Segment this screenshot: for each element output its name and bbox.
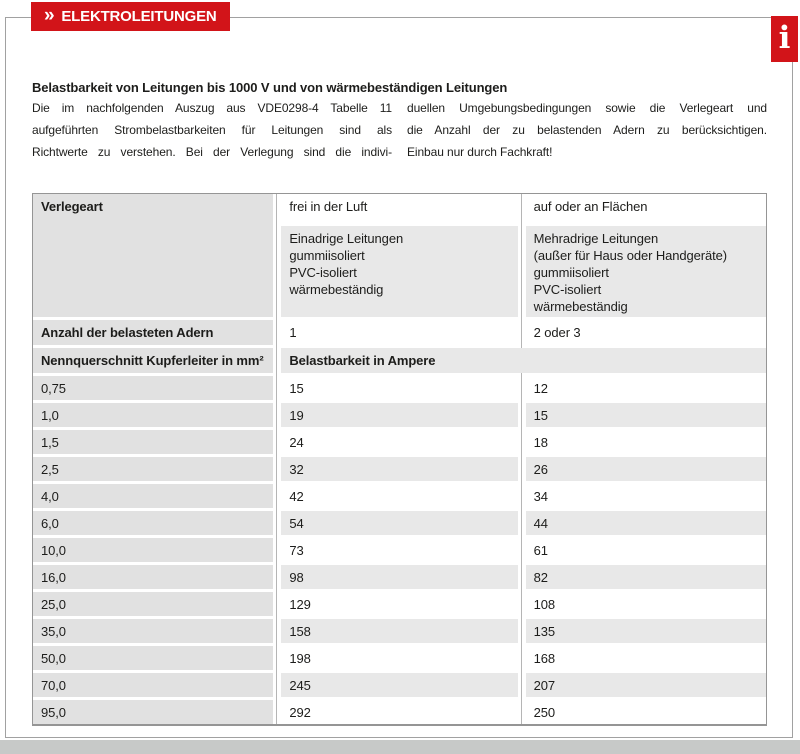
intro-heading: Belastbarkeit von Leitungen bis 1000 V u… — [32, 80, 508, 95]
value-adern-frei: 1 — [281, 320, 518, 345]
cell-ampere-frei: 15 — [281, 376, 518, 400]
header-belastbarkeit-ampere: Belastbarkeit in Ampere — [281, 348, 766, 373]
cell-ampere-flaechen: 207 — [525, 673, 766, 697]
intro-right-line-1: duellen Umgebungsbedingungen sowie die V… — [407, 101, 767, 115]
desc-einadrige-leitungen: Einadrige Leitungen gummiisoliert PVC-is… — [281, 226, 518, 317]
cell-ampere-frei: 24 — [281, 430, 518, 454]
cell-ampere-flaechen: 61 — [525, 538, 766, 562]
section-badge-label: ELEKTROLEITUNGEN — [61, 8, 217, 25]
cell-ampere-flaechen: 18 — [525, 430, 766, 454]
cell-querschnitt: 1,5 — [33, 430, 274, 454]
section-badge: » ELEKTROLEITUNGEN — [31, 2, 230, 31]
cell-ampere-flaechen: 15 — [525, 403, 766, 427]
desc-line: Mehradrige Leitungen — [533, 231, 659, 246]
cell-ampere-flaechen: 26 — [525, 457, 766, 481]
cell-ampere-frei: 32 — [281, 457, 518, 481]
cell-ampere-frei: 73 — [281, 538, 518, 562]
cell-querschnitt: 35,0 — [33, 619, 274, 643]
cell-ampere-frei: 292 — [281, 700, 518, 724]
desc-line: (außer für Haus oder Handgeräte) — [533, 248, 727, 263]
load-capacity-table: Verlegeart frei in der Luft auf oder an … — [32, 193, 767, 726]
header-anzahl-adern: Anzahl der belasteten Adern — [33, 320, 274, 345]
cell-querschnitt: 95,0 — [33, 700, 274, 724]
double-chevron-icon: » — [44, 4, 55, 26]
cell-ampere-flaechen: 44 — [525, 511, 766, 535]
cell-ampere-frei: 129 — [281, 592, 518, 616]
cell-ampere-frei: 19 — [281, 403, 518, 427]
intro-text: Die im nachfolgenden Auszug aus VDE0298-… — [32, 97, 767, 163]
intro-right-line-3: Einbau nur durch Fachkraft! — [407, 145, 553, 159]
desc-line: PVC-isoliert — [289, 265, 357, 280]
cell-ampere-frei: 198 — [281, 646, 518, 670]
cell-ampere-flaechen: 12 — [525, 376, 766, 400]
desc-line: gummiisoliert — [533, 265, 609, 280]
desc-line: wärmebeständig — [533, 299, 628, 314]
cell-querschnitt: 4,0 — [33, 484, 274, 508]
cell-ampere-flaechen: 135 — [525, 619, 766, 643]
cell-ampere-flaechen: 108 — [525, 592, 766, 616]
intro-left-line-1: Die im nachfolgenden Auszug aus VDE0298-… — [32, 101, 392, 115]
cell-ampere-frei: 158 — [281, 619, 518, 643]
cell-querschnitt: 2,5 — [33, 457, 274, 481]
cell-ampere-flaechen: 34 — [525, 484, 766, 508]
column-divider-2 — [520, 194, 522, 724]
intro-column-left: Die im nachfolgenden Auszug aus VDE0298-… — [32, 97, 392, 163]
intro-left-line-3: Richtwerte zu verstehen. Bei der Verlegu… — [32, 145, 392, 159]
cell-ampere-flaechen: 82 — [525, 565, 766, 589]
cell-ampere-frei: 98 — [281, 565, 518, 589]
cell-querschnitt: 50,0 — [33, 646, 274, 670]
cell-ampere-frei: 54 — [281, 511, 518, 535]
cell-querschnitt: 25,0 — [33, 592, 274, 616]
info-icon: i — [771, 16, 798, 62]
desc-line: gummiisoliert — [289, 248, 365, 263]
desc-mehradrige-leitungen: Mehradrige Leitungen (außer für Haus ode… — [525, 226, 766, 317]
cell-querschnitt: 16,0 — [33, 565, 274, 589]
desc-line: Einadrige Leitungen — [289, 231, 404, 246]
intro-right-line-2: die Anzahl der zu belastenden Adern zu b… — [407, 123, 767, 137]
bottom-strip — [0, 740, 800, 754]
value-adern-flaechen: 2 oder 3 — [525, 320, 766, 345]
header-verlegeart: Verlegeart — [33, 194, 274, 317]
header-auf-oder-an-flaechen: auf oder an Flächen — [525, 194, 766, 223]
header-frei-in-der-luft: frei in der Luft — [281, 194, 518, 223]
cell-querschnitt: 0,75 — [33, 376, 274, 400]
cell-ampere-flaechen: 168 — [525, 646, 766, 670]
cell-querschnitt: 6,0 — [33, 511, 274, 535]
cell-querschnitt: 1,0 — [33, 403, 274, 427]
desc-line: wärmebeständig — [289, 282, 384, 297]
intro-left-line-2: aufgeführten Strombelastbarkeiten für Le… — [32, 123, 392, 137]
cell-ampere-frei: 245 — [281, 673, 518, 697]
cell-querschnitt: 70,0 — [33, 673, 274, 697]
cell-ampere-frei: 42 — [281, 484, 518, 508]
intro-column-right: duellen Umgebungsbedingungen sowie die V… — [407, 97, 767, 163]
header-nennquerschnitt: Nennquerschnitt Kupferleiter in mm² — [33, 348, 274, 373]
cell-querschnitt: 10,0 — [33, 538, 274, 562]
column-divider-1 — [276, 194, 278, 724]
desc-line: PVC-isoliert — [533, 282, 602, 297]
cell-ampere-flaechen: 250 — [525, 700, 766, 724]
